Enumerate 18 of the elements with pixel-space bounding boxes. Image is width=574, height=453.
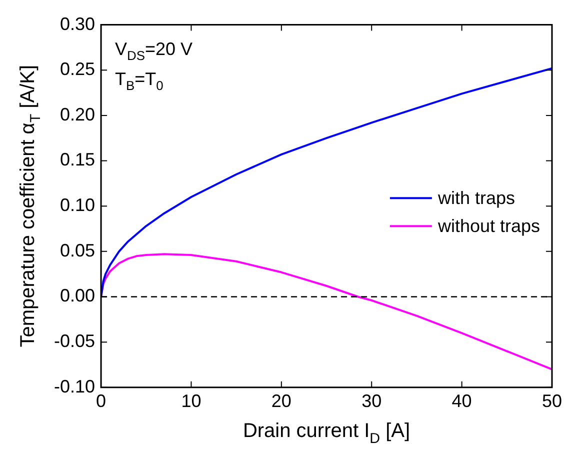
y-tick-label: 0.00 bbox=[60, 286, 96, 306]
y-tick-label: 0.05 bbox=[60, 240, 96, 260]
y-tick-label: 0.10 bbox=[60, 195, 96, 216]
y-tick-label: 0.15 bbox=[60, 150, 96, 170]
y-axis-title: Temperature coefficient αT [A/K] bbox=[17, 64, 44, 348]
y-tick-label: 0.20 bbox=[60, 104, 96, 124]
x-tick-label: 20 bbox=[271, 391, 292, 412]
legend-label: with traps bbox=[436, 188, 515, 208]
x-tick-label: 50 bbox=[542, 391, 562, 412]
x-tick-label: 30 bbox=[362, 391, 382, 412]
y-tick-label: 0.25 bbox=[60, 59, 96, 80]
x-tick-label: 40 bbox=[452, 391, 472, 412]
y-tick-label: 0.30 bbox=[60, 14, 96, 34]
x-tick-label: 0 bbox=[96, 391, 106, 412]
legend-label: without traps bbox=[436, 216, 540, 236]
x-tick-label: 10 bbox=[181, 391, 202, 412]
y-tick-label: -0.05 bbox=[54, 331, 96, 352]
y-tick-label: -0.10 bbox=[54, 376, 96, 396]
